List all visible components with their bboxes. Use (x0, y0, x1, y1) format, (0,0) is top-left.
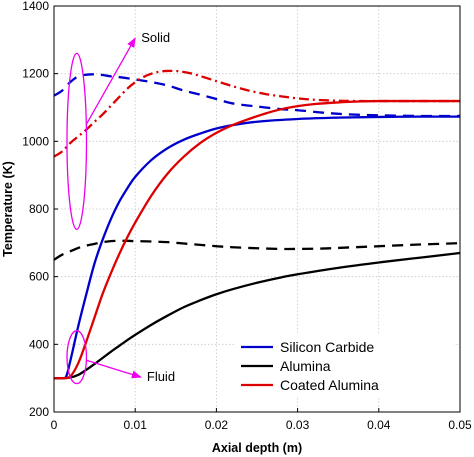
series-layer (54, 69, 460, 380)
y-tick-label: 600 (29, 270, 49, 284)
series-coated-alumina-solid (54, 69, 460, 158)
series-silicon-carbide-solid (54, 73, 460, 118)
x-tick-label: 0 (51, 418, 58, 432)
x-tick-label: 0.04 (367, 418, 391, 432)
solid-ellipse (66, 52, 88, 230)
solid-arrow (85, 37, 136, 125)
legend-label: Alumina (280, 358, 331, 374)
series-coated-alumina-fluid (54, 99, 460, 380)
series-silicon-carbide-fluid (54, 115, 460, 380)
fluid-label: Fluid (147, 369, 175, 384)
fluid-ellipse (66, 330, 88, 385)
series-alumina-solid (54, 239, 460, 261)
x-tick-label: 0.03 (286, 418, 310, 432)
legend-label: Coated Alumina (280, 377, 379, 393)
y-tick-label: 200 (29, 405, 49, 419)
y-tick-label: 800 (29, 202, 49, 216)
annotation-layer: Solid Fluid (66, 30, 175, 385)
y-tick-label: 1400 (22, 0, 49, 13)
x-tick-label: 0.02 (205, 418, 229, 432)
y-tick-label: 1000 (22, 134, 49, 148)
legend-label: Silicon Carbide (280, 339, 374, 355)
x-axis-title: Axial depth (m) (212, 441, 302, 455)
y-tick-label: 400 (29, 337, 49, 351)
x-tick-label: 0.01 (124, 418, 148, 432)
y-tick-label: 1200 (22, 67, 49, 81)
legend: Silicon Carbide Alumina Coated Alumina (236, 334, 454, 398)
tick-layer: 0 0.01 0.02 0.03 0.04 0.05 200 400 600 800 1000 120… (22, 0, 472, 432)
y-axis-title: Temperature (K) (1, 161, 15, 257)
solid-label: Solid (141, 30, 170, 45)
x-tick-label: 0.05 (448, 418, 472, 432)
fluid-arrow (86, 359, 142, 379)
